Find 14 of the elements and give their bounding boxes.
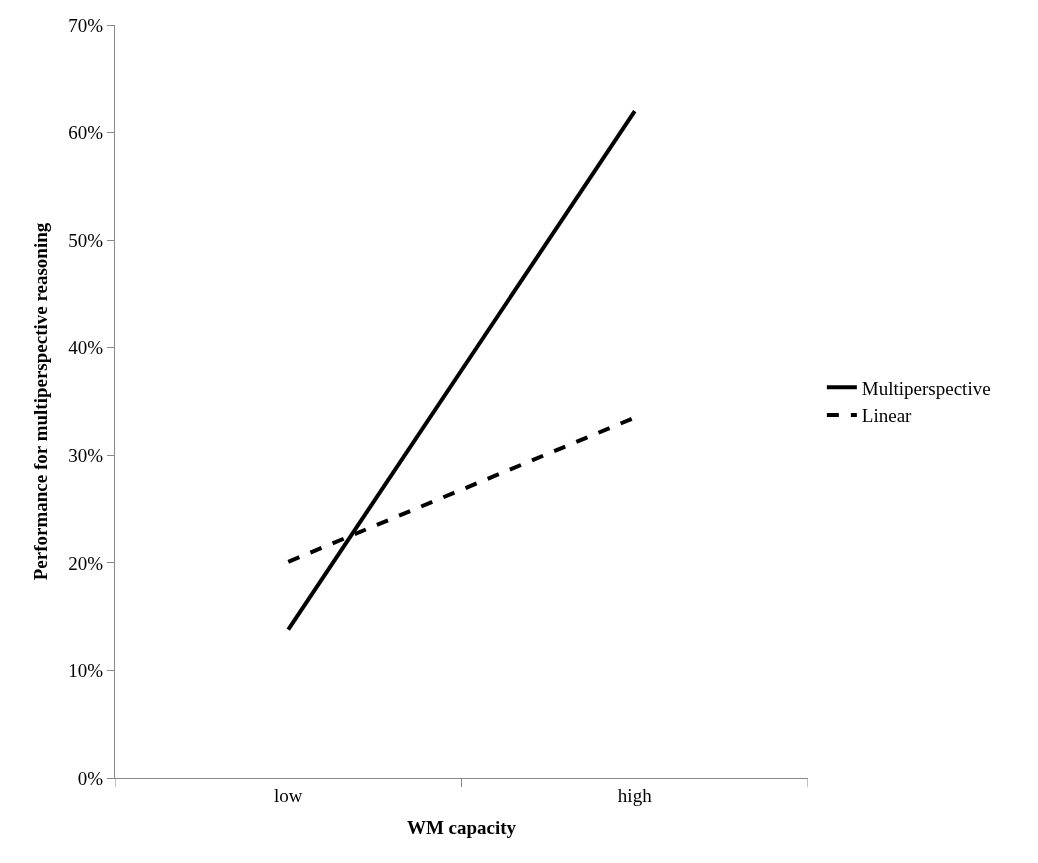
y-tick-label: 20% [68, 552, 104, 574]
y-tick-label: 50% [68, 229, 104, 251]
y-tick-label: 60% [68, 122, 104, 144]
legend-label: Multiperspective [861, 377, 991, 399]
y-tick-label: 10% [68, 660, 104, 682]
y-tick-label: 30% [68, 444, 104, 466]
x-axis-title: WM capacity [406, 816, 517, 838]
x-tick-label: high [617, 784, 653, 806]
x-tick-label: low [274, 784, 303, 806]
y-tick-label: 40% [68, 337, 104, 359]
legend-label: Linear [861, 405, 913, 427]
y-tick-label: 0% [77, 767, 104, 789]
y-axis-title: Performance for multiperspective reasoning [30, 222, 52, 581]
y-tick-label: 70% [68, 14, 104, 36]
